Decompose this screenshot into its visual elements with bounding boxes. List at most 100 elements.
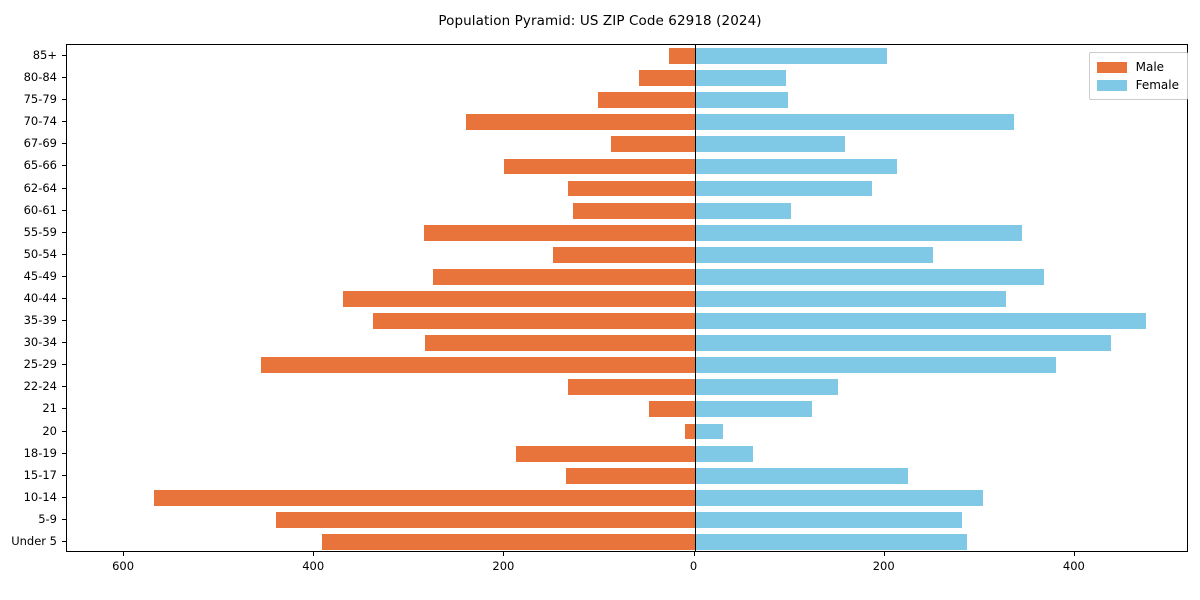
bar-male [466, 114, 695, 131]
bar-row [67, 531, 1187, 551]
bar-male [568, 379, 695, 396]
y-axis-tick-label: 25-29 [23, 357, 57, 372]
y-axis-tick-label: 40-44 [23, 291, 57, 305]
bar-female [694, 291, 1007, 307]
bar-male [685, 423, 695, 440]
x-axis-tick [693, 552, 695, 556]
y-axis-tick [62, 187, 66, 189]
bar-female [694, 180, 873, 197]
x-axis-tick-label: 400 [302, 559, 325, 573]
y-axis-tick [62, 540, 66, 542]
bar-male [154, 489, 695, 506]
y-axis-tick [62, 342, 66, 344]
bar-male [610, 136, 695, 153]
bar-row [67, 266, 1187, 288]
bar-male [276, 511, 695, 528]
x-axis-tick-label: 600 [112, 559, 135, 573]
bar-male [423, 224, 695, 241]
page-title: Population Pyramid: US ZIP Code 62918 (2… [438, 13, 762, 29]
y-axis-tick [62, 408, 66, 410]
y-axis-tick-label: 35-39 [23, 313, 57, 328]
bar-row [67, 200, 1187, 222]
bar-row [67, 222, 1187, 244]
x-axis: 600 400 200 0 200 400 [66, 552, 1188, 592]
y-axis-tick [62, 275, 66, 277]
y-axis-tick-label: 70-74 [23, 114, 57, 129]
y-axis-tick-label: 80-84 [23, 70, 57, 85]
bar-male [425, 335, 695, 352]
bar-row [67, 420, 1187, 442]
legend-entry-female[interactable]: Female [1096, 76, 1179, 94]
bar-female [694, 533, 968, 550]
y-axis-tick [62, 231, 66, 233]
x-axis-tick-label: 200 [872, 559, 895, 573]
bar-female [694, 313, 1147, 329]
bar-female [694, 489, 983, 506]
bar-male [433, 268, 695, 285]
legend-entry-male[interactable]: Male [1096, 58, 1179, 76]
y-axis-tick [62, 430, 66, 432]
bar-male [504, 158, 695, 175]
y-axis-tick-label: 55-59 [23, 224, 57, 239]
bar-row [67, 376, 1187, 398]
x-axis-tick-label: 0 [689, 559, 698, 573]
legend-swatch-female [1096, 79, 1127, 91]
y-axis-tick [62, 386, 66, 388]
y-axis-tick [62, 77, 66, 79]
bar-male [648, 401, 695, 418]
bar-male [515, 445, 695, 462]
y-axis-tick-label: 60-61 [23, 202, 57, 217]
x-axis-tick [503, 552, 505, 556]
y-axis-tick [62, 452, 66, 454]
bar-female [694, 202, 791, 219]
legend-swatch-male [1096, 61, 1127, 73]
y-axis-tick-label: 10-14 [23, 489, 57, 504]
y-axis-tick-label: 50-54 [23, 246, 57, 261]
bar-male [342, 291, 695, 307]
y-axis-tick-label: 5-9 [38, 511, 57, 526]
bar-row [67, 443, 1187, 465]
bar-female [694, 224, 1022, 241]
bar-male [321, 533, 695, 550]
x-axis-tick [123, 552, 125, 556]
y-axis-tick-label: 21 [42, 401, 57, 416]
bar-female [694, 48, 887, 64]
y-axis-tick [62, 320, 66, 322]
y-axis-tick-label: 85+ [32, 48, 57, 63]
bar-row [67, 398, 1187, 420]
bar-female [694, 158, 898, 175]
bar-female [694, 379, 839, 396]
bar-female [694, 114, 1015, 131]
y-axis-tick [62, 165, 66, 167]
y-axis-tick [62, 474, 66, 476]
bar-row [67, 67, 1187, 89]
bar-male [552, 246, 695, 263]
bar-male [568, 180, 695, 197]
y-axis-tick [62, 99, 66, 101]
y-axis-tick-label: 67-69 [23, 136, 57, 151]
legend-label: Male [1135, 60, 1165, 74]
y-axis-tick-label: 22-24 [23, 379, 57, 394]
bar-female [694, 401, 813, 418]
y-axis-tick-label: 18-19 [23, 445, 57, 460]
y-axis-tick [62, 253, 66, 255]
bar-row [67, 509, 1187, 531]
bar-row [67, 111, 1187, 133]
bar-row [67, 487, 1187, 509]
y-axis-tick [62, 364, 66, 366]
bar-male [566, 467, 695, 484]
bar-row [67, 288, 1187, 310]
bar-row [67, 178, 1187, 200]
zero-axis-line [694, 45, 696, 551]
y-axis-tick-label: 75-79 [23, 92, 57, 107]
plot-area [66, 44, 1188, 552]
bar-row [67, 354, 1187, 376]
bar-row [67, 332, 1187, 354]
bar-female [694, 268, 1045, 285]
bar-female [694, 136, 845, 153]
y-axis-tick [62, 209, 66, 211]
bar-row [67, 45, 1187, 67]
bar-female [694, 357, 1056, 374]
bar-row [67, 310, 1187, 332]
